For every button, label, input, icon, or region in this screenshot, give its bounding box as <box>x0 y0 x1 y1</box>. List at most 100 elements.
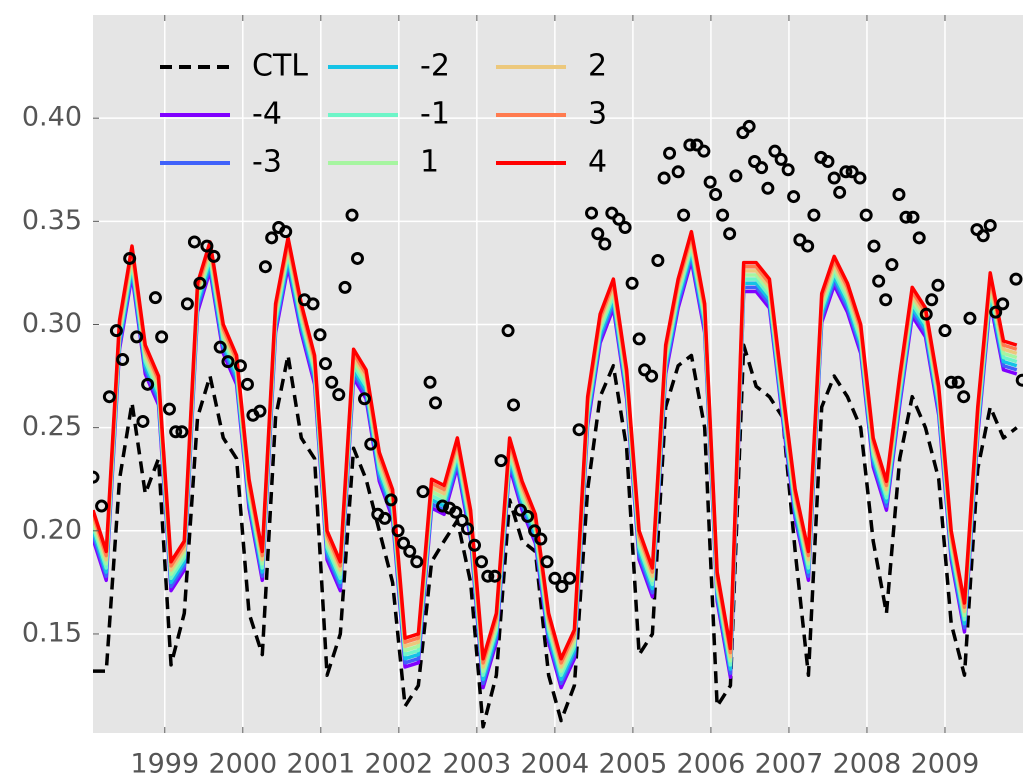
x-tick-label: 2006 <box>677 749 746 780</box>
data-point <box>175 425 189 439</box>
y-tick-label: 0.30 <box>22 308 82 339</box>
data-point <box>996 297 1010 311</box>
x-tick-label: 2002 <box>364 749 433 780</box>
points <box>93 119 1023 594</box>
data-point <box>697 144 711 158</box>
data-point <box>651 254 665 268</box>
data-point <box>449 505 463 519</box>
legend-label: 3 <box>588 97 607 132</box>
data-point <box>801 239 815 253</box>
axes: 0.15 0.20 0.25 0.30 0.35 0.40 1999 2000 2001 2002… <box>22 15 979 780</box>
plot-area <box>93 15 1023 733</box>
x-tick-label: 2001 <box>286 749 355 780</box>
data-point <box>258 260 272 274</box>
data-point <box>663 146 677 160</box>
data-point <box>555 580 569 594</box>
data-point <box>306 297 320 311</box>
data-point <box>931 278 945 292</box>
data-point <box>657 171 671 185</box>
legend-label: -4 <box>252 97 282 132</box>
data-point <box>598 237 612 251</box>
data-point <box>963 311 977 325</box>
y-tick-label: 0.25 <box>22 411 82 442</box>
data-point <box>155 330 169 344</box>
data-point <box>141 377 155 391</box>
y-tick-label: 0.15 <box>22 617 82 648</box>
legend-label: CTL <box>252 49 308 84</box>
data-point <box>265 231 279 245</box>
data-point <box>475 555 489 569</box>
data-point <box>951 375 965 389</box>
data-point <box>213 340 227 354</box>
data-point <box>853 171 867 185</box>
data-point <box>240 377 254 391</box>
data-point <box>976 229 990 243</box>
data-point <box>821 154 835 168</box>
data-point <box>528 524 542 538</box>
data-point <box>338 280 352 294</box>
x-tick-label: 2007 <box>755 749 824 780</box>
data-point <box>481 569 495 583</box>
data-point <box>148 291 162 305</box>
data-point <box>350 251 364 265</box>
data-point <box>378 511 392 525</box>
data-point <box>671 165 685 179</box>
data-point <box>162 402 176 416</box>
legend-label: -3 <box>252 145 282 180</box>
y-tick-label: 0.20 <box>22 514 82 545</box>
x-tick-label: 2009 <box>911 749 980 780</box>
data-point <box>983 218 997 232</box>
data-point <box>729 169 743 183</box>
data-point <box>123 251 137 265</box>
data-point <box>507 398 521 412</box>
data-point <box>793 233 807 247</box>
data-point <box>187 235 201 249</box>
data-point <box>180 297 194 311</box>
data-point <box>1009 272 1023 286</box>
data-point <box>690 138 704 152</box>
x-tick-label: 2005 <box>599 749 668 780</box>
data-point <box>787 190 801 204</box>
data-point <box>403 544 417 558</box>
data-point <box>827 171 841 185</box>
data-point <box>313 328 327 342</box>
data-point <box>95 499 109 513</box>
data-point <box>93 470 100 484</box>
data-point <box>585 206 599 220</box>
y-tick-label: 0.35 <box>22 205 82 236</box>
legend-label: -2 <box>420 49 450 84</box>
data-point <box>109 324 123 338</box>
x-tick-label: 2000 <box>208 749 277 780</box>
data-point <box>233 359 247 373</box>
series-line <box>93 343 1018 729</box>
data-point <box>703 175 717 189</box>
data-point <box>364 437 378 451</box>
data-point <box>534 532 548 546</box>
data-point <box>742 119 756 133</box>
data-point <box>605 206 619 220</box>
data-point <box>468 538 482 552</box>
data-point <box>872 274 886 288</box>
data-point <box>723 227 737 241</box>
data-point <box>989 305 1003 319</box>
data-point <box>563 571 577 585</box>
data-point <box>548 571 562 585</box>
data-point <box>919 307 933 321</box>
data-point <box>683 138 697 152</box>
legend-label: 2 <box>588 49 607 84</box>
data-point <box>833 185 847 199</box>
data-point <box>540 555 554 569</box>
data-point <box>632 332 646 346</box>
data-point <box>912 231 926 245</box>
data-point <box>136 414 150 428</box>
x-tick-label: 2003 <box>442 749 511 780</box>
data-point <box>514 503 528 517</box>
data-point <box>436 499 450 513</box>
data-point <box>899 210 913 224</box>
data-point <box>130 330 144 344</box>
data-point <box>906 210 920 224</box>
lines <box>93 229 1018 729</box>
data-point <box>169 425 183 439</box>
data-point <box>1015 373 1023 387</box>
y-tick-label: 0.40 <box>22 102 82 133</box>
